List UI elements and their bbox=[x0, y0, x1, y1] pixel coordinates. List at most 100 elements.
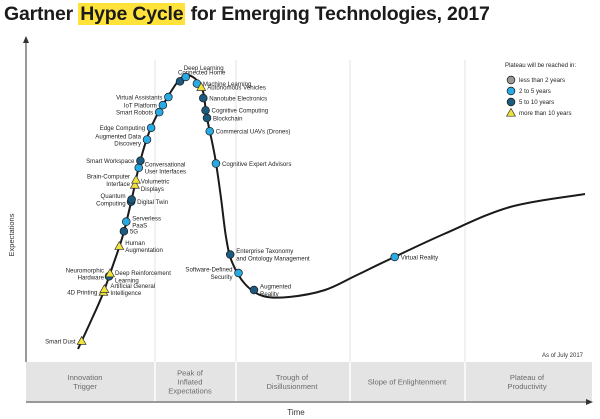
phase-label: Expectations bbox=[168, 387, 212, 396]
tech-label: 5G bbox=[130, 229, 138, 236]
tech-label: Machine Learning bbox=[203, 81, 251, 88]
tech-label: Commercial UAVs (Drones) bbox=[216, 129, 291, 136]
tech-label: Edge Computing bbox=[100, 125, 145, 132]
tech-label: Volumetric bbox=[141, 179, 169, 186]
tech-label: Connected Home bbox=[178, 69, 226, 76]
phase-label: Trigger bbox=[73, 382, 97, 391]
tech-label: Augmented Data bbox=[95, 133, 141, 140]
tech-label: Deep Reinforcement bbox=[115, 270, 171, 277]
tech-marker bbox=[390, 252, 399, 262]
tech-marker bbox=[119, 227, 129, 236]
tech-label: Deep Learning bbox=[184, 65, 224, 72]
tech-label: Displays bbox=[141, 186, 164, 193]
tech-label: Smart Robots bbox=[116, 109, 153, 116]
tech-label: Digital Twin bbox=[137, 199, 168, 206]
tech-label: 4D Printing bbox=[67, 289, 97, 296]
tech-marker bbox=[181, 72, 190, 82]
tech-label: Brain-Computer bbox=[87, 174, 130, 181]
legend-label: less than 2 years bbox=[519, 77, 565, 84]
tech-marker bbox=[225, 250, 235, 259]
tech-label: Artificial General bbox=[110, 283, 155, 290]
tech-marker bbox=[164, 92, 173, 102]
tech-label: Software-Defined bbox=[185, 267, 232, 274]
tech-label: Enterprise Taxonomy bbox=[236, 248, 294, 255]
tech-marker bbox=[146, 123, 156, 133]
tech-label: IoT Platform bbox=[124, 102, 157, 109]
title-after: for Emerging Technologies, 2017 bbox=[185, 3, 490, 25]
tech-marker bbox=[158, 100, 168, 110]
tech-label: Computing bbox=[96, 200, 125, 207]
tech-marker bbox=[175, 77, 185, 86]
tech-marker bbox=[105, 268, 115, 278]
phase-label: Slope of Enlightenment bbox=[368, 378, 447, 387]
tech-label: Smart Dust bbox=[45, 339, 76, 346]
tech-label: Human bbox=[125, 240, 145, 247]
tech-label: Security bbox=[210, 274, 233, 281]
x-axis-label: Time bbox=[287, 408, 305, 417]
tech-marker bbox=[136, 156, 145, 165]
tech-marker bbox=[142, 135, 152, 144]
tech-label: Smart Workspace bbox=[86, 158, 135, 165]
chart-title: Gartner Hype Cycle for Emerging Technolo… bbox=[4, 3, 490, 26]
tech-label: Discovery bbox=[114, 141, 142, 148]
tech-marker bbox=[127, 195, 136, 204]
tech-marker bbox=[129, 179, 140, 189]
tech-marker bbox=[201, 106, 210, 115]
phase-band bbox=[236, 362, 350, 401]
tech-marker bbox=[205, 127, 214, 136]
tech-label: Cognitive Computing bbox=[212, 108, 269, 115]
legend-marker bbox=[506, 107, 516, 117]
phase-label: Inflated bbox=[178, 378, 203, 387]
phase-label: Innovation bbox=[67, 373, 102, 382]
legend-label: more than 10 years bbox=[519, 110, 572, 117]
tech-label: Augmented bbox=[260, 284, 291, 291]
tech-marker bbox=[249, 285, 259, 295]
phase-band bbox=[155, 362, 236, 401]
phase-label: Productivity bbox=[507, 382, 546, 391]
tech-label: User Interfaces bbox=[145, 169, 186, 176]
legend-marker bbox=[506, 86, 516, 96]
legend-marker bbox=[506, 75, 516, 85]
tech-label: Intelligence bbox=[110, 290, 141, 297]
phase-label: Disillusionment bbox=[266, 382, 318, 391]
tech-label: and Ontology Management bbox=[236, 255, 310, 262]
tech-marker bbox=[154, 107, 164, 117]
tech-marker bbox=[234, 268, 243, 278]
tech-label: Reality bbox=[260, 291, 280, 298]
phase-band bbox=[465, 362, 592, 401]
title-before: Gartner bbox=[4, 3, 79, 25]
as-of-date: As of July 2017 bbox=[542, 353, 584, 359]
x-axis-arrow bbox=[586, 399, 593, 405]
tech-marker bbox=[131, 174, 141, 184]
tech-label: Conversational bbox=[145, 161, 186, 168]
tech-label: PaaS bbox=[132, 223, 147, 230]
tech-label: Blockchain bbox=[213, 115, 242, 122]
phase-label: Trough of bbox=[276, 373, 309, 382]
legend-label: 2 to 5 years bbox=[519, 88, 551, 95]
legend-marker bbox=[506, 97, 516, 107]
tech-marker bbox=[121, 217, 131, 226]
tech-marker bbox=[199, 93, 208, 103]
axes: Expectations Time As of July 2017 bbox=[7, 36, 593, 417]
tech-label: Serverless bbox=[132, 215, 161, 222]
phase-band bbox=[26, 362, 155, 401]
tech-label: Hardware bbox=[78, 275, 105, 282]
tech-marker bbox=[99, 283, 110, 293]
legend-title: Plateau will be reached in: bbox=[505, 62, 576, 69]
y-axis-arrow bbox=[23, 36, 29, 43]
tech-label: Learning bbox=[115, 277, 139, 284]
tech-marker bbox=[76, 335, 87, 345]
tech-marker bbox=[202, 113, 212, 123]
phase-label: Plateau of bbox=[510, 373, 545, 382]
tech-label: Cognitive Expert Advisors bbox=[222, 161, 291, 168]
tech-marker bbox=[211, 159, 221, 168]
phase-label: Peak of bbox=[177, 369, 204, 378]
tech-label: Interface bbox=[106, 181, 130, 188]
y-axis-label: Expectations bbox=[7, 213, 16, 256]
tech-marker bbox=[114, 240, 125, 250]
tech-label: Neuromorphic bbox=[66, 267, 104, 274]
tech-marker bbox=[134, 163, 143, 173]
